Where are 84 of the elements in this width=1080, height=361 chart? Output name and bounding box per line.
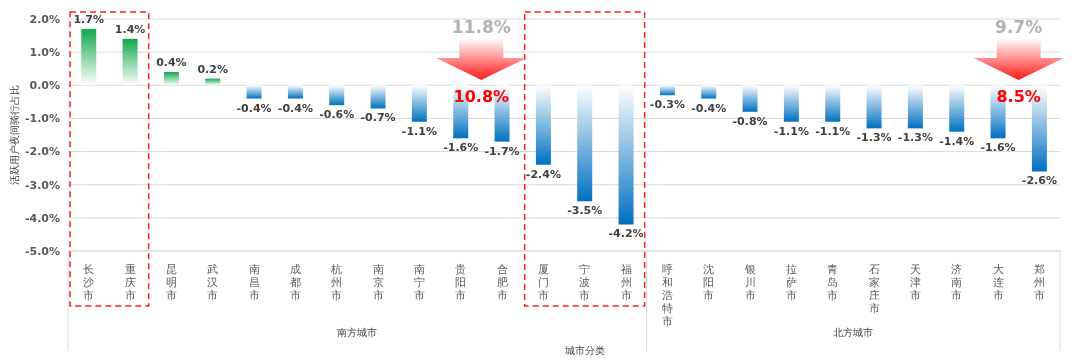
x-axis-title: 城市分类 — [563, 345, 605, 356]
x-tick-label: 福州市 — [620, 263, 632, 302]
x-tick-label: 青岛市 — [827, 263, 839, 302]
bar — [949, 85, 965, 132]
data-label: -2.6% — [1021, 174, 1057, 188]
bar — [866, 85, 882, 129]
data-label: -1.1% — [773, 124, 809, 138]
bar — [205, 78, 221, 86]
annotation: 9.7% — [995, 17, 1043, 37]
data-label: -4.2% — [608, 227, 644, 241]
bar — [411, 85, 427, 122]
bar — [287, 85, 303, 99]
data-label: -1.3% — [897, 131, 933, 145]
bar — [701, 85, 717, 99]
bar — [618, 85, 634, 225]
data-label: -1.6% — [443, 141, 479, 155]
y-tick-label: 1.0% — [29, 46, 60, 60]
x-tick-label: 成都市 — [289, 263, 301, 302]
data-label: -2.4% — [525, 167, 561, 181]
text: 南方城市 — [337, 327, 378, 338]
annotation: 8.5% — [996, 87, 1041, 106]
data-label: -0.7% — [360, 111, 396, 125]
y-tick-label: -3.0% — [24, 178, 60, 192]
x-tick-label: 沈阳市 — [703, 263, 715, 302]
bar — [783, 85, 799, 122]
x-tick-label: 济南市 — [951, 263, 963, 302]
bar — [907, 85, 923, 129]
y-tick-label: -1.0% — [24, 112, 60, 126]
annotation: 11.8% — [451, 17, 511, 37]
y-tick-label: -2.0% — [24, 145, 60, 159]
x-tick-label: 天津市 — [909, 263, 921, 302]
data-label: 1.7% — [73, 12, 104, 26]
x-tick-label: 昆明市 — [165, 263, 177, 302]
bar — [122, 38, 138, 86]
data-label: 1.4% — [114, 22, 146, 36]
x-tick-label: 石家庄市 — [868, 263, 880, 315]
x-tick-label: 厦门市 — [537, 263, 549, 302]
data-label: -1.1% — [401, 124, 437, 138]
x-tick-label: 合肥市 — [496, 263, 508, 302]
data-label: -1.4% — [939, 134, 975, 148]
x-tick-label: 呼和浩特市 — [661, 263, 673, 328]
data-label: -1.3% — [856, 131, 892, 145]
data-label: 0.2% — [197, 62, 228, 76]
bar — [246, 85, 262, 99]
bar — [370, 85, 386, 109]
data-label: -1.6% — [980, 141, 1016, 155]
data-label: -1.1% — [815, 124, 851, 138]
bar — [742, 85, 758, 112]
x-tick-label: 武汉市 — [207, 263, 219, 302]
x-tick-label: 杭州市 — [330, 263, 343, 302]
y-tick-label: -4.0% — [24, 211, 60, 225]
x-tick-label: 大连市 — [992, 263, 1004, 302]
text: 北方城市 — [833, 327, 874, 338]
x-tick-label: 重庆市 — [124, 263, 136, 302]
bar — [659, 85, 675, 96]
x-tick-label: 贵阳市 — [455, 263, 467, 302]
data-label: -0.4% — [691, 101, 727, 115]
y-tick-label: -5.0% — [24, 244, 60, 258]
x-tick-label: 南宁市 — [413, 263, 425, 302]
x-tick-label: 郑州市 — [1033, 263, 1045, 302]
x-tick-label: 宁波市 — [579, 263, 591, 302]
bar — [577, 85, 593, 202]
x-tick-label: 南京市 — [372, 263, 384, 302]
data-label: -3.5% — [567, 204, 603, 218]
data-label: -0.4% — [236, 101, 272, 115]
bar — [825, 85, 841, 122]
y-tick-label: 0.0% — [29, 79, 60, 93]
x-tick-label: 长沙市 — [83, 263, 95, 302]
data-label: 0.4% — [156, 56, 187, 70]
bar — [81, 28, 97, 86]
data-label: -0.6% — [319, 108, 355, 122]
x-tick-label: 南昌市 — [248, 263, 260, 302]
y-axis-title: 活跃用户夜间骑行占比 — [9, 85, 20, 185]
data-label: -0.4% — [277, 101, 313, 115]
data-label: -0.3% — [649, 98, 685, 112]
bar — [329, 85, 345, 106]
bar — [535, 85, 551, 165]
x-tick-label: 拉萨市 — [785, 263, 797, 302]
bar — [163, 72, 179, 86]
annotation: 10.8% — [453, 87, 510, 106]
data-label: -0.8% — [732, 114, 768, 128]
x-tick-label: 银川市 — [743, 263, 756, 302]
data-label: -1.7% — [484, 144, 520, 158]
y-tick-label: 2.0% — [29, 12, 60, 26]
